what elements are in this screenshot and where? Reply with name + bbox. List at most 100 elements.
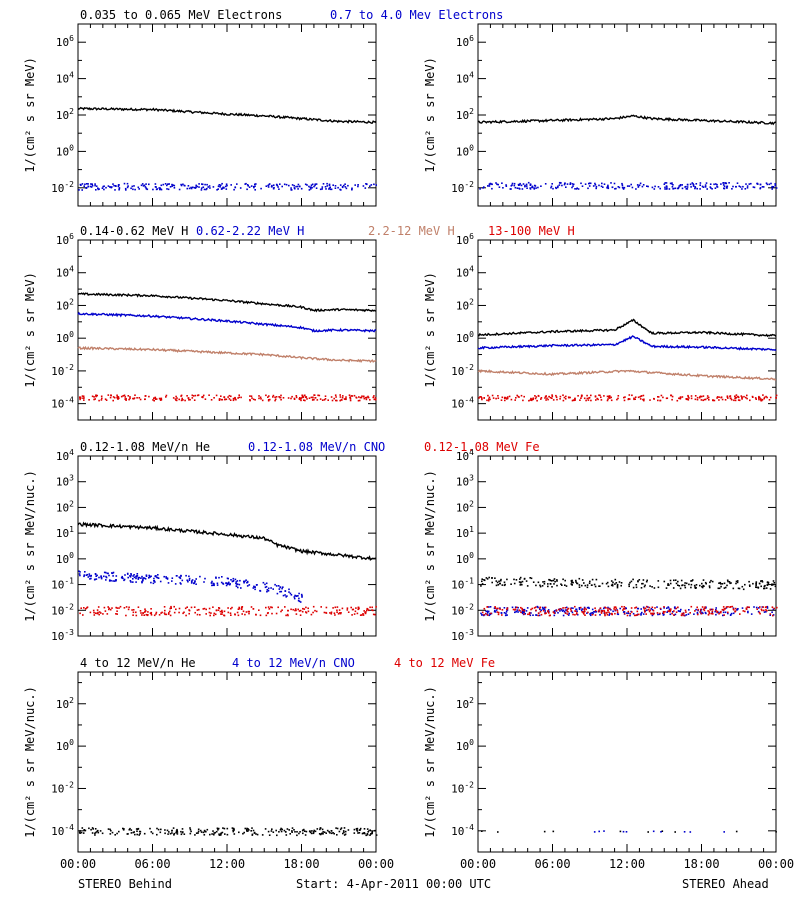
data-point — [172, 397, 175, 399]
data-point — [125, 399, 127, 401]
data-point — [132, 831, 135, 834]
data-point — [173, 832, 175, 835]
data-point — [288, 184, 290, 187]
data-point — [103, 571, 106, 574]
data-point — [225, 398, 228, 401]
data-point — [127, 576, 129, 579]
data-point — [649, 399, 651, 401]
data-point — [298, 597, 300, 600]
data-point — [190, 830, 192, 833]
data-point — [358, 396, 360, 398]
data-point — [704, 606, 706, 608]
data-point — [319, 827, 322, 829]
data-point — [306, 184, 308, 186]
data-point — [662, 614, 665, 616]
data-point — [716, 185, 718, 188]
data-point — [249, 399, 251, 401]
legend-entry: 0.12-1.08 MeV/n CNO — [248, 440, 385, 454]
data-point — [252, 608, 255, 610]
data-point — [84, 571, 86, 573]
data-point — [657, 580, 660, 582]
data-point — [237, 608, 240, 610]
data-point — [296, 834, 298, 837]
data-point — [642, 184, 645, 186]
data-point — [247, 828, 249, 830]
data-point — [683, 614, 685, 617]
legend-entry: 4 to 12 MeV/n CNO — [232, 656, 355, 670]
data-point — [520, 606, 522, 609]
data-point — [612, 581, 614, 584]
data-point — [267, 590, 270, 592]
data-point — [190, 606, 193, 609]
data-point — [260, 398, 262, 400]
data-point — [613, 606, 616, 608]
data-point — [685, 398, 687, 400]
data-point — [524, 613, 526, 615]
data-point — [186, 579, 188, 582]
data-point — [288, 829, 290, 831]
data-point — [681, 584, 683, 587]
data-point — [83, 399, 85, 401]
data-point — [568, 612, 570, 615]
data-point — [100, 576, 103, 579]
data-point — [663, 580, 666, 583]
data-point — [214, 831, 216, 834]
data-point — [255, 183, 257, 185]
data-point — [641, 611, 643, 614]
data-point — [249, 395, 251, 397]
data-point — [642, 606, 645, 609]
data-point — [723, 587, 726, 589]
data-point — [702, 186, 705, 188]
data-point — [246, 585, 249, 587]
data-point — [752, 396, 754, 398]
data-point — [671, 182, 673, 184]
data-point — [196, 609, 199, 611]
data-point — [278, 831, 280, 833]
data-point — [699, 182, 702, 184]
data-point — [555, 396, 558, 398]
data-point — [555, 187, 558, 190]
data-point — [748, 183, 751, 185]
data-point — [657, 186, 660, 188]
data-point — [125, 189, 127, 191]
data-point — [656, 612, 659, 614]
data-point — [274, 396, 276, 399]
data-point — [232, 577, 235, 580]
data-point — [317, 394, 319, 397]
data-point — [161, 611, 163, 614]
data-point — [334, 606, 337, 609]
data-point — [101, 832, 104, 835]
data-point — [505, 184, 507, 186]
data-point — [164, 829, 166, 831]
data-point — [712, 608, 714, 611]
legend-entry: 0.12-1.08 MeV Fe — [424, 440, 540, 454]
data-point — [275, 183, 278, 186]
data-point — [194, 187, 197, 189]
x-tick-label: 18:00 — [283, 857, 319, 871]
data-point — [284, 831, 287, 833]
data-point — [759, 606, 761, 608]
data-point — [312, 832, 315, 835]
data-point — [138, 188, 140, 190]
data-point — [540, 609, 542, 612]
data-point — [622, 607, 625, 610]
data-point — [581, 579, 584, 581]
data-point — [589, 580, 591, 583]
data-point — [531, 607, 534, 610]
data-point — [677, 580, 679, 583]
data-point — [486, 606, 488, 608]
data-point — [645, 613, 647, 615]
data-point — [561, 610, 564, 612]
data-point — [576, 612, 578, 614]
data-point — [79, 830, 81, 832]
data-point — [572, 185, 574, 187]
data-point — [702, 584, 704, 587]
data-point — [578, 607, 581, 609]
data-point — [79, 832, 81, 834]
data-point — [145, 183, 147, 185]
data-point — [694, 395, 697, 397]
data-point — [771, 606, 774, 608]
data-point — [108, 574, 110, 577]
data-point — [212, 584, 215, 586]
data-point — [189, 827, 191, 829]
